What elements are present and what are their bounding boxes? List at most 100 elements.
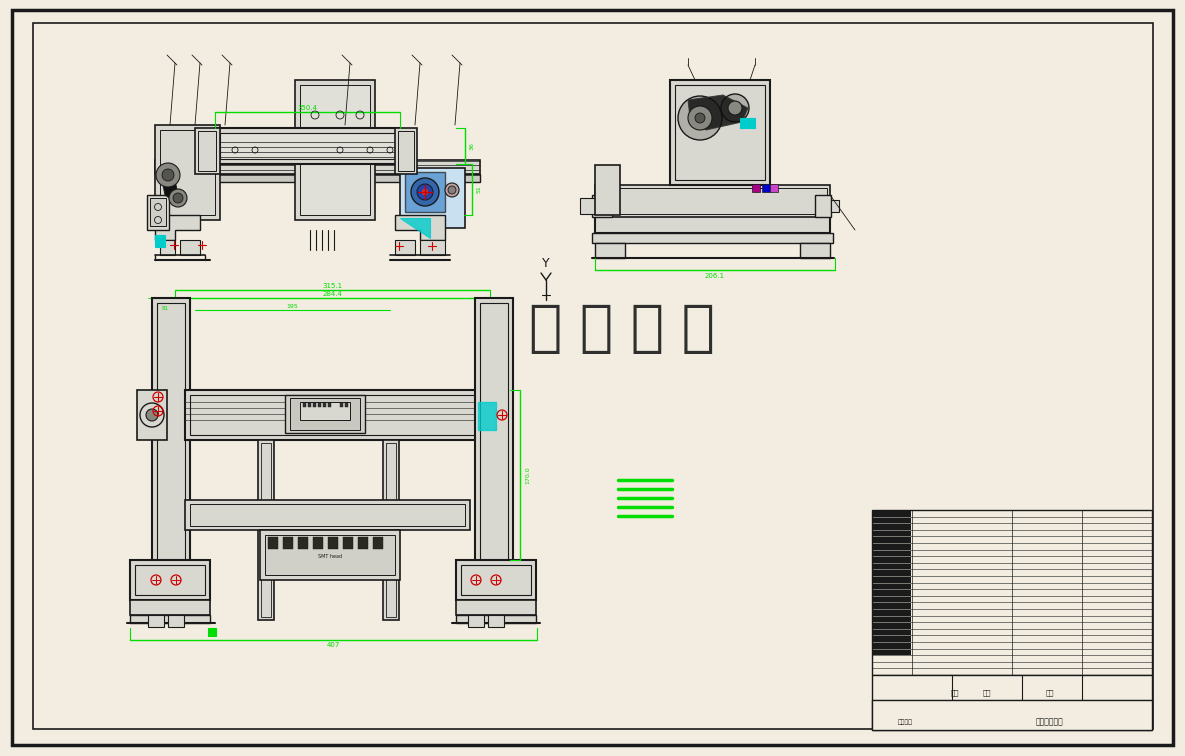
Bar bbox=[318, 403, 321, 407]
Text: 350.4: 350.4 bbox=[297, 105, 318, 111]
Bar bbox=[456, 615, 536, 623]
Text: 284.4: 284.4 bbox=[322, 291, 342, 297]
Text: 170.0: 170.0 bbox=[525, 466, 531, 484]
Bar bbox=[873, 557, 911, 562]
Bar bbox=[300, 402, 350, 420]
Text: 标准: 标准 bbox=[950, 689, 959, 696]
Circle shape bbox=[162, 169, 174, 181]
Bar bbox=[342, 537, 353, 549]
Bar bbox=[468, 615, 483, 627]
Bar bbox=[456, 600, 536, 615]
Bar bbox=[155, 235, 165, 247]
Bar bbox=[265, 535, 395, 575]
Bar bbox=[155, 174, 480, 182]
Polygon shape bbox=[401, 218, 430, 238]
Polygon shape bbox=[160, 240, 175, 255]
Bar bbox=[156, 303, 185, 563]
Polygon shape bbox=[162, 175, 178, 200]
Bar bbox=[873, 603, 911, 609]
Text: 图 文 设 计: 图 文 设 计 bbox=[530, 302, 715, 356]
Circle shape bbox=[140, 403, 164, 427]
Bar bbox=[598, 188, 827, 214]
Bar bbox=[872, 700, 1152, 730]
Bar bbox=[873, 637, 911, 642]
Bar bbox=[800, 243, 829, 258]
Bar bbox=[873, 577, 911, 583]
Bar bbox=[358, 537, 369, 549]
Circle shape bbox=[720, 94, 749, 122]
Circle shape bbox=[417, 184, 433, 200]
Bar bbox=[386, 443, 396, 617]
Bar bbox=[831, 200, 839, 212]
Bar bbox=[383, 440, 399, 620]
Text: 51: 51 bbox=[476, 185, 481, 193]
Bar bbox=[373, 537, 383, 549]
Bar bbox=[328, 537, 338, 549]
Circle shape bbox=[146, 409, 158, 421]
Polygon shape bbox=[688, 95, 748, 130]
Bar bbox=[595, 215, 830, 233]
Bar bbox=[147, 195, 169, 230]
Bar bbox=[295, 80, 374, 220]
Bar bbox=[283, 537, 293, 549]
Circle shape bbox=[446, 183, 459, 197]
Circle shape bbox=[688, 106, 712, 130]
Text: 36: 36 bbox=[469, 142, 474, 150]
Bar bbox=[595, 185, 830, 217]
Bar bbox=[873, 544, 911, 550]
Bar bbox=[268, 537, 278, 549]
Bar bbox=[152, 298, 190, 568]
Polygon shape bbox=[419, 240, 446, 255]
Bar bbox=[303, 403, 306, 407]
Bar bbox=[137, 390, 167, 440]
Bar bbox=[340, 403, 342, 407]
Circle shape bbox=[169, 189, 187, 207]
Bar bbox=[398, 131, 414, 171]
Bar bbox=[739, 118, 755, 128]
Bar bbox=[873, 617, 911, 622]
Bar bbox=[670, 80, 770, 185]
Bar bbox=[815, 195, 831, 217]
Text: 315.1: 315.1 bbox=[322, 283, 342, 289]
Bar bbox=[579, 198, 595, 214]
Bar bbox=[155, 160, 480, 174]
Bar bbox=[872, 510, 1152, 675]
Bar bbox=[475, 298, 513, 568]
Bar bbox=[478, 402, 497, 430]
Bar bbox=[595, 243, 624, 258]
Text: 195: 195 bbox=[286, 303, 297, 308]
Bar bbox=[762, 184, 770, 192]
Bar bbox=[873, 564, 911, 569]
Bar bbox=[260, 530, 401, 580]
Bar bbox=[873, 630, 911, 635]
Bar bbox=[592, 195, 611, 217]
Text: Y: Y bbox=[543, 257, 550, 270]
Bar bbox=[675, 85, 766, 180]
Bar bbox=[130, 615, 210, 623]
Bar bbox=[873, 643, 911, 649]
Bar bbox=[873, 524, 911, 530]
Bar bbox=[220, 133, 395, 159]
Bar bbox=[185, 500, 470, 530]
Bar bbox=[401, 168, 465, 228]
Bar bbox=[150, 198, 166, 226]
Bar bbox=[190, 504, 465, 526]
Polygon shape bbox=[155, 215, 200, 240]
Circle shape bbox=[156, 163, 180, 187]
Text: 制图: 制图 bbox=[1045, 689, 1055, 696]
Bar bbox=[148, 615, 164, 627]
Polygon shape bbox=[395, 215, 446, 240]
Bar bbox=[873, 596, 911, 603]
Bar bbox=[873, 610, 911, 615]
Bar bbox=[873, 538, 911, 543]
Bar bbox=[185, 390, 485, 440]
Text: 签名: 签名 bbox=[982, 689, 991, 696]
Bar bbox=[480, 303, 508, 563]
Text: 206.1: 206.1 bbox=[705, 273, 725, 279]
Bar bbox=[313, 537, 324, 549]
Bar bbox=[595, 165, 620, 215]
Circle shape bbox=[422, 189, 428, 195]
Bar bbox=[168, 615, 184, 627]
Circle shape bbox=[173, 193, 182, 203]
Circle shape bbox=[728, 101, 742, 115]
